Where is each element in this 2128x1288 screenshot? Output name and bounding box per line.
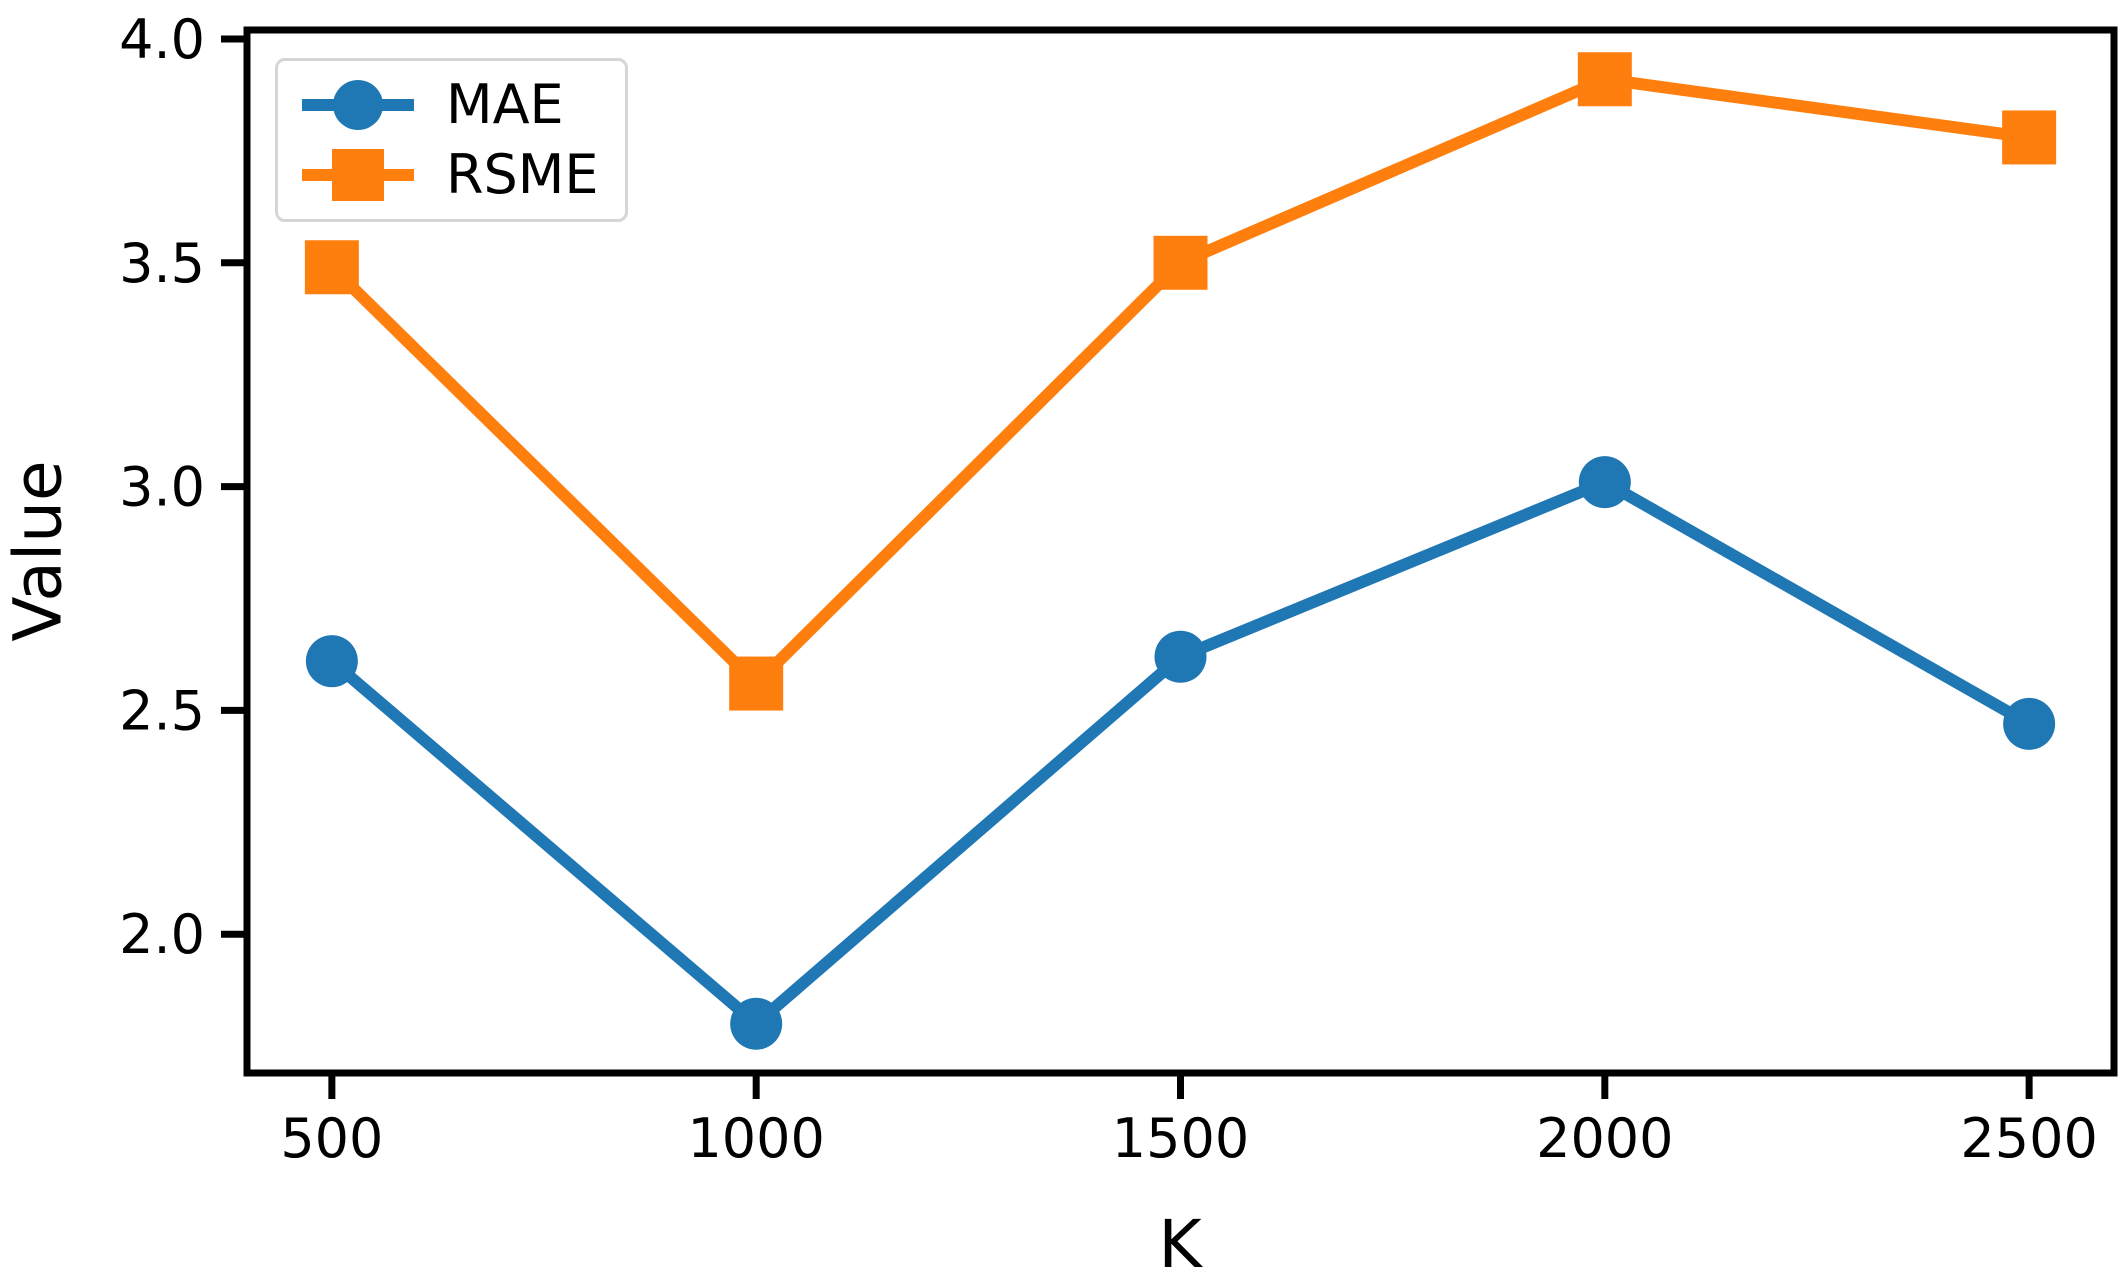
legend: MAE RSME [275,58,628,222]
data-point-rsme-2000 [1577,52,1632,107]
data-point-mae-2500 [2003,697,2056,750]
data-point-mae-500 [305,635,358,688]
y-tick-label: 3.5 [119,232,205,295]
y-tick-label: 2.5 [119,679,205,742]
x-tick-label: 1500 [1112,1107,1249,1170]
y-tick-label: 4.0 [119,8,205,71]
data-point-mae-1000 [730,997,783,1050]
data-point-mae-2000 [1578,456,1631,509]
legend-label-rsme: RSME [446,143,599,207]
data-point-rsme-2500 [2002,110,2057,165]
series-line-mae [325,476,2036,1030]
data-point-mae-1500 [1154,630,1207,683]
x-tick-label: 500 [280,1107,383,1170]
y-tick-label: 2.0 [119,903,205,966]
x-tick-label: 2500 [1960,1107,2097,1170]
y-tick-label: 3.0 [119,456,205,519]
mae-legend-marker-icon [302,80,414,130]
x-axis-label: K [1158,1206,1202,1283]
data-point-rsme-500 [304,240,359,295]
legend-row-mae: MAE [298,73,599,137]
x-tick-label: 2000 [1536,1107,1673,1170]
y-axis-label: Value [0,460,77,642]
x-tick-label: 1000 [687,1107,824,1170]
legend-row-rsme: RSME [298,143,599,207]
legend-label-mae: MAE [446,73,564,137]
data-point-rsme-1500 [1153,235,1208,290]
data-point-rsme-1000 [729,656,784,711]
rsme-legend-marker-icon [302,149,414,201]
